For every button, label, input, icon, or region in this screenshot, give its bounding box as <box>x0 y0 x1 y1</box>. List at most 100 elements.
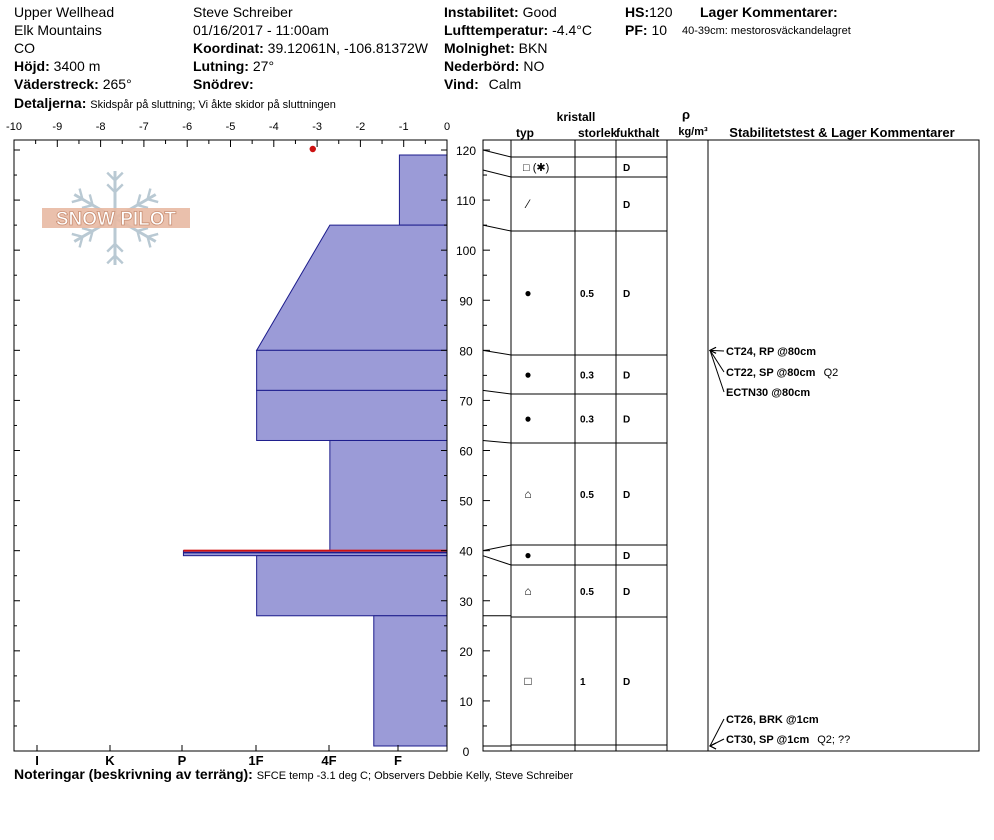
col-header-stability: Stabilitetstest & Lager Kommentarer <box>729 125 954 140</box>
wind-label: Vind: <box>444 76 479 92</box>
wind: Vind: Calm <box>444 75 521 93</box>
layer-grain-size: 1 <box>580 677 586 688</box>
layer-grain-type: ● <box>524 368 531 382</box>
hardness-layer <box>256 349 448 391</box>
hardness-layer <box>256 555 448 617</box>
state: CO <box>14 40 35 56</box>
snowflake-branch <box>71 198 83 204</box>
coord-label: Koordinat: <box>193 40 264 56</box>
snowflake-branch <box>78 188 84 200</box>
snowflake-branch <box>147 232 159 238</box>
temperature-tick-label: -7 <box>139 121 149 133</box>
layer-moisture: D <box>623 200 630 211</box>
terrain-notes: Noteringar (beskrivning av terräng): SFC… <box>14 766 573 782</box>
layer-grain-type: □ <box>524 674 531 688</box>
snowflake-branch <box>136 230 142 242</box>
col-header-crystal: kristall <box>557 110 596 124</box>
temperature-tick-label: -1 <box>399 121 409 133</box>
height-tick-label: 50 <box>459 495 473 509</box>
layer-grain-type: ● <box>524 412 531 426</box>
temperature-tick-label: -4 <box>269 121 279 133</box>
height-tick-label: 0 <box>463 745 470 759</box>
snowflake-branch <box>114 254 124 265</box>
snowflake-branch <box>146 236 152 248</box>
elevation-value: 3400 m <box>53 58 101 74</box>
row-connector <box>482 544 512 552</box>
temperature-tick-label: 0 <box>444 121 450 133</box>
snowflake-branch <box>106 254 116 265</box>
details-label: Detaljerna: <box>14 95 87 111</box>
stability-test-pointer <box>709 350 725 393</box>
temperature-point <box>309 145 316 153</box>
stability-test-arrowhead <box>708 346 717 354</box>
layer-grain-size: 0.5 <box>580 490 594 501</box>
slope: Lutning: 27° <box>193 57 274 75</box>
layer-grain-type: ⌂ <box>524 487 531 501</box>
layer-comments-title: Lager Kommentarer: <box>700 4 838 20</box>
layer-grain-type: □ (✱) <box>523 162 549 174</box>
elevation-label: Höjd: <box>14 58 50 74</box>
layer-moisture: D <box>623 551 630 562</box>
notes-label: Noteringar (beskrivning av terräng): <box>14 766 253 782</box>
layer-grain-size: 0.3 <box>580 371 594 382</box>
snowflake-branch <box>147 198 159 204</box>
sky-value: BKN <box>518 40 548 56</box>
aspect: Väderstreck: 265° <box>14 75 132 93</box>
temperature-tick-label: -8 <box>96 121 106 133</box>
col-header-density: kg/m³ <box>678 126 708 138</box>
precip-value: NO <box>523 58 545 74</box>
snowflake-branch <box>88 194 94 206</box>
hardness-tick-label: 4F <box>321 753 336 768</box>
temperature-tick-label: -10 <box>6 121 22 133</box>
stability-test-pointer <box>709 718 725 747</box>
hardness-tick-label: 1F <box>248 753 263 768</box>
height-tick-label: 40 <box>459 545 473 559</box>
col-header-type: typ <box>516 126 534 140</box>
snowflake-branch <box>114 243 124 253</box>
stability-test-label: ECTN30 @80cm <box>726 387 810 399</box>
hardness-layer <box>256 389 448 441</box>
stability-test-label: CT26, BRK @1cm <box>726 714 819 726</box>
temperature-tick-label: -2 <box>356 121 366 133</box>
height-tick-label: 60 <box>459 445 473 459</box>
layer-grain-size: 0.3 <box>580 415 594 426</box>
height-tick-label: 110 <box>456 194 475 208</box>
stability-test-extra: Q2; ?? <box>817 734 850 746</box>
snowflake-branch <box>71 232 83 238</box>
snowflake-branch <box>137 226 149 233</box>
row-connector <box>482 555 512 566</box>
stability-test-extra: Q2 <box>824 367 839 379</box>
layer-grain-type: ⌂ <box>524 584 531 598</box>
mountain-range: Elk Mountains <box>14 22 102 38</box>
air-temperature: Lufttemperatur: -4.4°C <box>444 21 592 39</box>
temperature-tick-label: -9 <box>52 121 62 133</box>
pf-value: 10 <box>651 22 668 38</box>
temperature-tick-label: -6 <box>182 121 192 133</box>
snowflake-branch <box>106 183 116 193</box>
notes-value: SFCE temp -3.1 deg C; Observers Debbie K… <box>256 770 574 782</box>
temperature-tick-label: -5 <box>226 121 236 133</box>
snowflake-branch <box>106 243 116 253</box>
height-tick-label: 100 <box>456 244 476 258</box>
layer-grain-type: ● <box>524 548 531 562</box>
airtemp-label: Lufttemperatur: <box>444 22 549 38</box>
layer-moisture: D <box>623 371 630 382</box>
hardness-layer <box>329 439 448 552</box>
weak-layer-marker <box>183 549 447 552</box>
hs-label: HS: <box>625 4 650 20</box>
stability-test-label: CT22, SP @80cm <box>726 367 816 379</box>
layer-moisture: D <box>623 587 630 598</box>
snowflake-branch <box>106 171 116 182</box>
precip-label: Nederbörd: <box>444 58 520 74</box>
stability: Instabilitet: Good <box>444 3 557 21</box>
coordinates: Koordinat: 39.12061N, -106.81372W <box>193 39 428 57</box>
height-tick-label: 70 <box>459 394 473 408</box>
aspect-value: 265° <box>102 76 132 92</box>
layer-moisture: D <box>623 289 630 300</box>
hardness-tick-label: K <box>105 753 115 768</box>
snowflake-branch <box>81 226 93 233</box>
row-connector <box>482 439 512 444</box>
wind-value: Calm <box>488 76 522 92</box>
stability-value: Good <box>522 4 557 20</box>
